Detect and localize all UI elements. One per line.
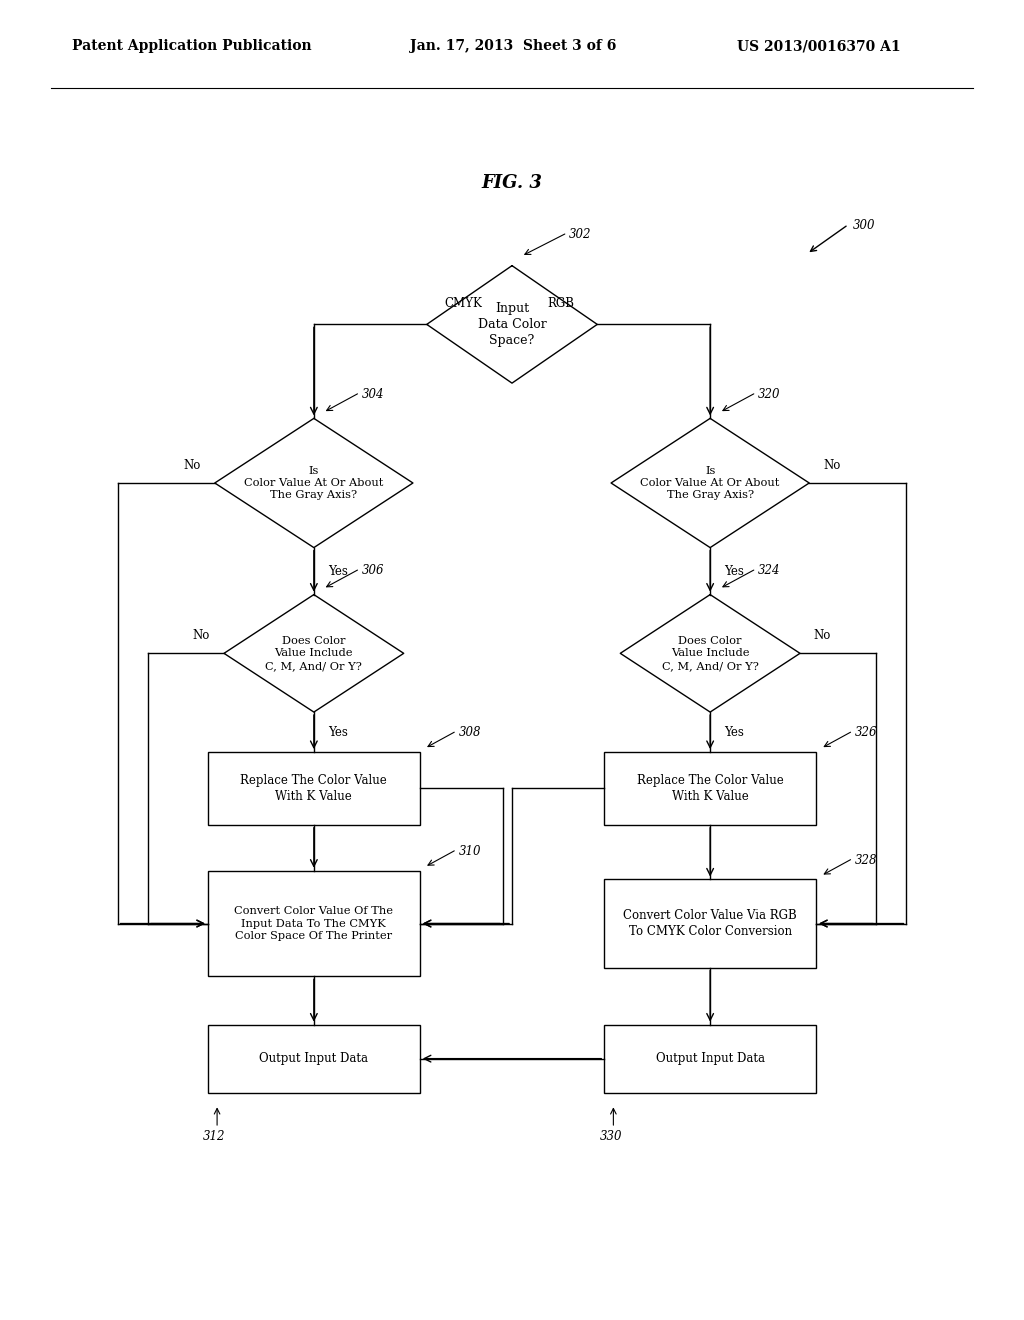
Text: Is
Color Value At Or About
The Gray Axis?: Is Color Value At Or About The Gray Axis… xyxy=(640,466,780,500)
Text: Yes: Yes xyxy=(724,726,743,739)
Text: Output Input Data: Output Input Data xyxy=(259,1052,369,1065)
Text: Does Color
Value Include
C, M, And/ Or Y?: Does Color Value Include C, M, And/ Or Y… xyxy=(662,636,759,671)
Bar xyxy=(604,879,816,968)
Text: 302: 302 xyxy=(569,228,592,242)
Text: FIG. 3: FIG. 3 xyxy=(481,174,543,193)
Text: Patent Application Publication: Patent Application Publication xyxy=(72,40,311,53)
Bar xyxy=(208,752,420,825)
Text: 326: 326 xyxy=(855,726,878,739)
Text: 306: 306 xyxy=(361,564,384,577)
Text: No: No xyxy=(183,459,201,471)
Text: Jan. 17, 2013  Sheet 3 of 6: Jan. 17, 2013 Sheet 3 of 6 xyxy=(410,40,616,53)
Text: 324: 324 xyxy=(758,564,780,577)
Text: 300: 300 xyxy=(853,219,876,231)
Text: Replace The Color Value
With K Value: Replace The Color Value With K Value xyxy=(637,774,783,803)
Text: CMYK: CMYK xyxy=(444,297,482,310)
Text: Does Color
Value Include
C, M, And/ Or Y?: Does Color Value Include C, M, And/ Or Y… xyxy=(265,636,362,671)
Bar xyxy=(604,1024,816,1093)
Text: Convert Color Value Of The
Input Data To The CMYK
Color Space Of The Printer: Convert Color Value Of The Input Data To… xyxy=(234,906,393,941)
Text: 312: 312 xyxy=(203,1130,225,1143)
Text: No: No xyxy=(814,630,831,643)
Text: Output Input Data: Output Input Data xyxy=(655,1052,765,1065)
Bar xyxy=(208,1024,420,1093)
Text: 328: 328 xyxy=(855,854,878,867)
Text: Is
Color Value At Or About
The Gray Axis?: Is Color Value At Or About The Gray Axis… xyxy=(244,466,384,500)
Text: 304: 304 xyxy=(361,388,384,401)
Text: 320: 320 xyxy=(758,388,780,401)
Bar xyxy=(604,752,816,825)
Text: Yes: Yes xyxy=(328,565,347,578)
Text: Yes: Yes xyxy=(724,565,743,578)
Text: No: No xyxy=(193,630,210,643)
Text: 310: 310 xyxy=(459,845,481,858)
Text: 308: 308 xyxy=(459,726,481,739)
Text: Yes: Yes xyxy=(328,726,347,739)
Text: Convert Color Value Via RGB
To CMYK Color Conversion: Convert Color Value Via RGB To CMYK Colo… xyxy=(624,909,797,939)
Text: RGB: RGB xyxy=(547,297,573,310)
Text: Replace The Color Value
With K Value: Replace The Color Value With K Value xyxy=(241,774,387,803)
Text: Input
Data Color
Space?: Input Data Color Space? xyxy=(477,302,547,347)
Bar xyxy=(208,871,420,977)
Text: 330: 330 xyxy=(600,1130,622,1143)
Text: No: No xyxy=(823,459,841,471)
Text: US 2013/0016370 A1: US 2013/0016370 A1 xyxy=(737,40,901,53)
